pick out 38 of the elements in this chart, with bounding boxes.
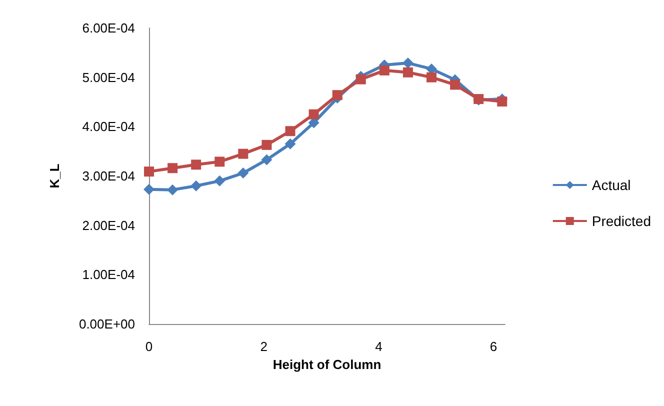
x-tick-label: 6 <box>490 339 498 354</box>
x-tick-label: 2 <box>260 339 268 354</box>
point <box>167 184 178 196</box>
point <box>238 168 249 179</box>
point <box>285 126 296 136</box>
point <box>144 166 154 177</box>
point <box>214 156 225 167</box>
point <box>402 67 413 78</box>
x-tick-label: 4 <box>375 339 382 354</box>
y-tick-label: 0.00E+00 <box>78 316 135 332</box>
y-tick-label: 5.00E-04 <box>82 70 135 85</box>
y-tick-label: 1.00E-04 <box>82 267 135 282</box>
point <box>402 58 414 69</box>
y-tick-label: 3.00E-04 <box>82 168 135 184</box>
point <box>238 148 248 159</box>
point <box>190 180 202 192</box>
point <box>261 154 272 166</box>
point <box>356 74 366 84</box>
point <box>262 140 272 150</box>
legend-label: Actual <box>592 177 631 193</box>
y-axis-title: K_L <box>47 164 62 188</box>
point <box>214 175 226 186</box>
point <box>450 80 460 90</box>
y-tick-label: 4.00E-04 <box>82 119 135 134</box>
point <box>144 184 154 195</box>
y-tick-label: 2.00E-04 <box>82 218 135 233</box>
point <box>191 160 202 170</box>
point <box>332 90 342 100</box>
y-tick-label: 6.00E-04 <box>82 20 135 36</box>
point <box>168 163 178 174</box>
legend-label: Predicted <box>592 213 652 229</box>
point <box>308 109 319 120</box>
point <box>426 72 437 82</box>
point <box>379 65 390 76</box>
point <box>284 138 296 150</box>
x-tick-label: 0 <box>145 339 153 354</box>
point <box>497 96 508 107</box>
x-axis-title: Height of Column <box>272 356 382 372</box>
